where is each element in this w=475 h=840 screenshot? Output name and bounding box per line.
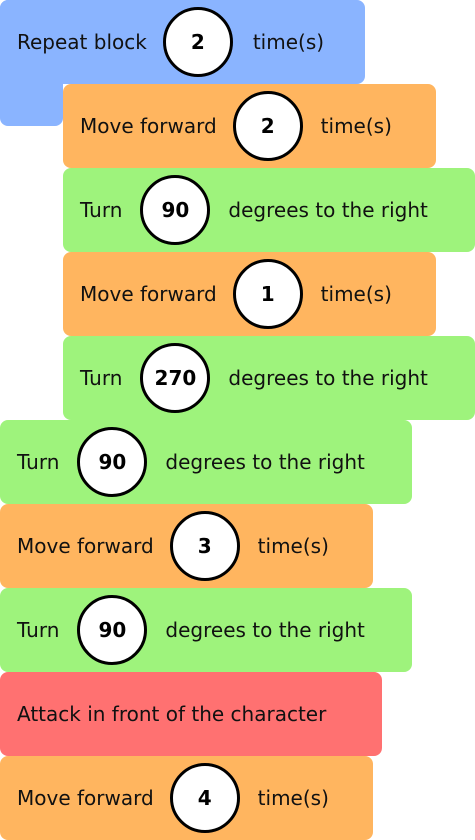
move-forward-block[interactable]: Move forward 2 time(s) — [63, 84, 436, 168]
move-forward-block[interactable]: Move forward 4 time(s) — [0, 756, 373, 840]
block-label: Move forward — [80, 282, 217, 306]
block-label: Turn — [80, 198, 123, 222]
turn-block[interactable]: Turn 90 degrees to the right — [63, 168, 475, 252]
turn-block[interactable]: Turn 90 degrees to the right — [0, 420, 412, 504]
attack-block[interactable]: Attack in front of the character — [0, 672, 382, 756]
turn-degrees-input[interactable]: 90 — [77, 427, 148, 497]
turn-degrees-input[interactable]: 90 — [140, 175, 211, 245]
move-forward-block[interactable]: Move forward 3 time(s) — [0, 504, 373, 588]
block-suffix: time(s) — [257, 534, 329, 558]
repeat-block-suffix: time(s) — [252, 30, 325, 54]
move-forward-block[interactable]: Move forward 1 time(s) — [63, 252, 436, 336]
turn-block[interactable]: Turn 270 degrees to the right — [63, 336, 475, 420]
block-suffix: time(s) — [320, 114, 392, 138]
repeat-block[interactable]: Repeat block 2 time(s) — [0, 0, 365, 84]
block-suffix: time(s) — [320, 282, 392, 306]
block-suffix: time(s) — [257, 786, 329, 810]
move-count-input[interactable]: 1 — [232, 259, 303, 329]
block-label: Attack in front of the character — [17, 702, 327, 726]
block-suffix: degrees to the right — [228, 198, 428, 222]
block-label: Move forward — [80, 114, 217, 138]
move-count-input[interactable]: 4 — [169, 763, 240, 833]
turn-degrees-input[interactable]: 270 — [140, 343, 211, 413]
block-suffix: degrees to the right — [165, 618, 365, 642]
repeat-block-label: Repeat block — [17, 30, 147, 54]
repeat-count-input[interactable]: 2 — [162, 7, 233, 77]
block-label: Turn — [17, 450, 60, 474]
move-count-input[interactable]: 2 — [232, 91, 303, 161]
turn-degrees-input[interactable]: 90 — [77, 595, 148, 665]
block-label: Move forward — [17, 534, 154, 558]
block-label: Turn — [80, 366, 123, 390]
block-label: Turn — [17, 618, 60, 642]
block-suffix: degrees to the right — [228, 366, 428, 390]
turn-block[interactable]: Turn 90 degrees to the right — [0, 588, 412, 672]
block-suffix: degrees to the right — [165, 450, 365, 474]
move-count-input[interactable]: 3 — [169, 511, 240, 581]
block-label: Move forward — [17, 786, 154, 810]
